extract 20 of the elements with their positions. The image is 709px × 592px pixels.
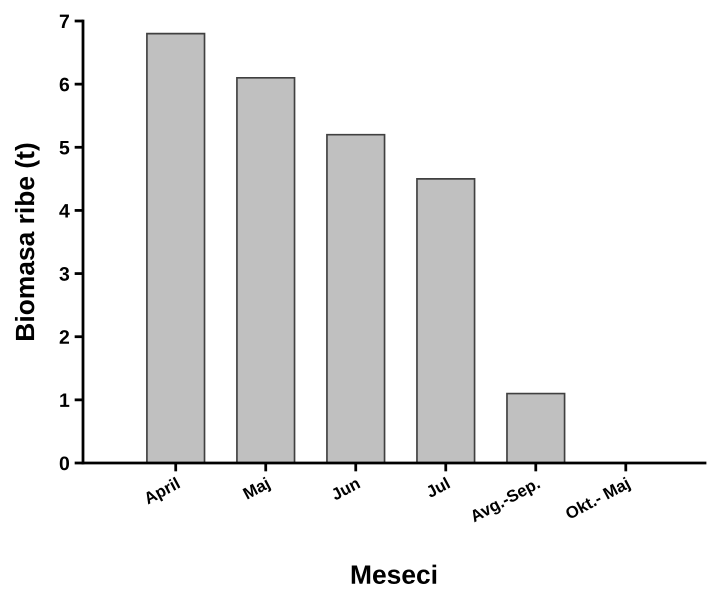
y-tick-label: 2 [60, 330, 70, 344]
y-tick-label: 1 [60, 394, 70, 407]
y-tick-label: 7 [60, 14, 69, 28]
y-tick-label: 0 [60, 456, 70, 470]
y-tick-label: 5 [60, 140, 70, 155]
bar [326, 134, 386, 463]
bar [146, 32, 206, 463]
y-tick-label: 6 [60, 78, 70, 92]
x-tick-label: Jul [424, 476, 450, 498]
y-axis-title: Biomasa ribe (t) [14, 144, 40, 340]
x-tick-label: Jun [330, 477, 361, 501]
x-tick-label: Maj [242, 476, 272, 502]
bar [236, 76, 296, 463]
x-tick-label: Okt.- Maj [564, 476, 632, 523]
y-tick-label: 4 [59, 204, 70, 218]
bar [416, 178, 476, 463]
x-axis-title: Meseci [352, 564, 436, 584]
x-tick-label: April [142, 476, 182, 508]
bar [506, 392, 566, 463]
y-tick-label: 3 [59, 267, 70, 281]
